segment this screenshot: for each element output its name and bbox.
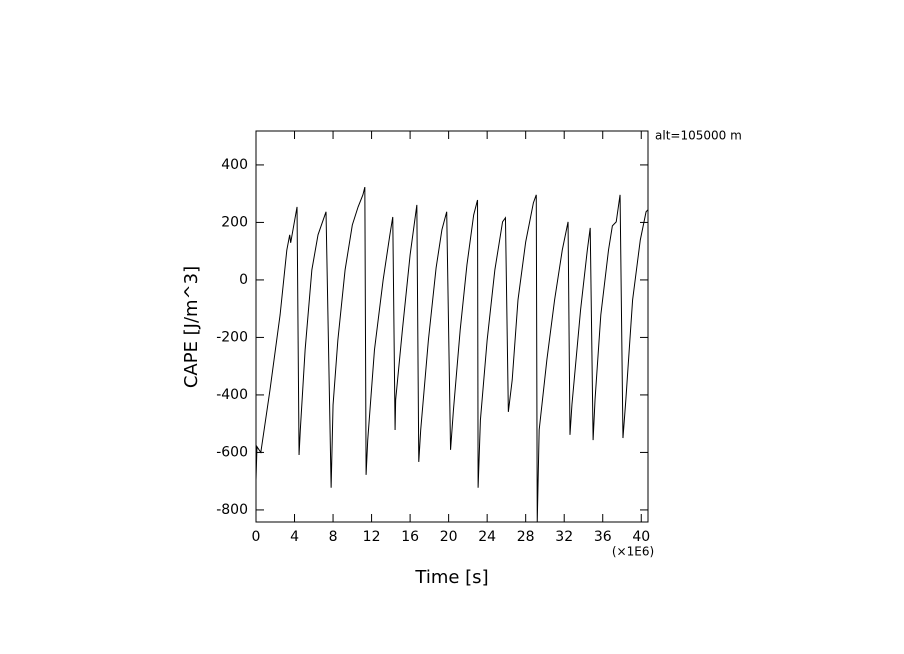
x-tick-label: 16: [401, 529, 419, 545]
x-tick-label: 24: [478, 529, 496, 545]
x-tick-label: 20: [440, 529, 458, 545]
x-axis-label: Time [s]: [414, 567, 488, 588]
x-tick-label: 36: [594, 529, 612, 545]
x-tick-label: 8: [329, 529, 338, 545]
plot-frame: [255, 130, 649, 523]
x-tick-label: 0: [252, 529, 261, 545]
x-tick-label: 32: [555, 529, 573, 545]
y-tick-label: -600: [216, 444, 248, 460]
y-tick-label: -800: [216, 502, 248, 518]
x-tick-label: 4: [290, 529, 299, 545]
y-tick-label: -200: [216, 329, 248, 345]
y-tick-label: 200: [221, 214, 248, 230]
data-line: [255, 186, 649, 523]
annotation: alt=105000 m: [655, 129, 742, 143]
x-multiplier: (×1E6): [612, 545, 654, 559]
y-axis-label: CAPE [J/m^3]: [181, 266, 202, 388]
y-tick-label: 0: [239, 272, 248, 288]
x-tick-label: 28: [517, 529, 535, 545]
y-tick-label: 400: [221, 157, 248, 173]
y-tick-label: -400: [216, 387, 248, 403]
x-tick-label: 12: [363, 529, 381, 545]
x-tick-label: 40: [632, 529, 650, 545]
